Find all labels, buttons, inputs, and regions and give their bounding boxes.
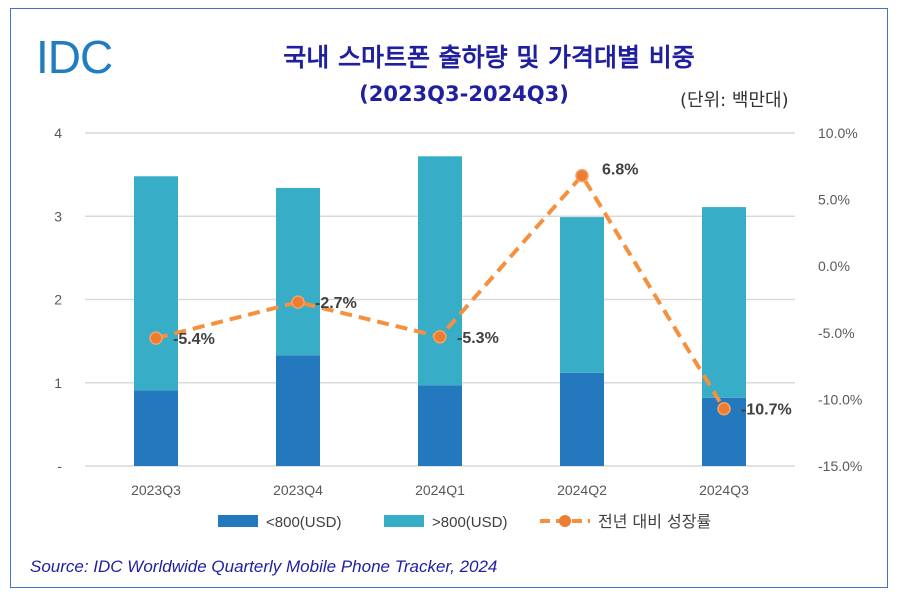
- chart-frame: [10, 8, 888, 588]
- chart-title: 국내 스마트폰 출하량 및 가격대별 비중: [283, 43, 695, 72]
- data-label: -5.3%: [457, 330, 499, 347]
- legend-label: >800(USD): [432, 514, 507, 531]
- data-label: -10.7%: [741, 402, 792, 419]
- right-tick-label: -5.0%: [818, 325, 855, 341]
- right-tick-label: -10.0%: [818, 391, 862, 407]
- data-label: -2.7%: [315, 295, 357, 312]
- chart-subtitle: (2023Q3-2024Q3): [359, 82, 569, 106]
- right-tick-label: 10.0%: [818, 125, 858, 141]
- bar-over-800: [702, 207, 746, 398]
- legend-label: 전년 대비 성장률: [598, 512, 711, 531]
- legend-swatch-over-800: [384, 515, 424, 527]
- bar-under-800: [418, 385, 462, 466]
- bar-over-800: [134, 176, 178, 391]
- category-label: 2024Q2: [557, 482, 607, 498]
- right-tick-label: -15.0%: [818, 458, 862, 474]
- category-label: 2023Q4: [273, 482, 323, 498]
- bar-under-800: [560, 372, 604, 466]
- category-label: 2024Q3: [699, 482, 749, 498]
- left-tick-label: 1: [54, 375, 62, 391]
- legend-swatch-under-800: [218, 515, 258, 527]
- unit-label: (단위: 백만대): [680, 90, 789, 111]
- bar-over-800: [560, 217, 604, 373]
- legend-marker-growth: [559, 515, 571, 527]
- source-note: Source: IDC Worldwide Quarterly Mobile P…: [30, 557, 498, 576]
- left-tick-label: 4: [54, 125, 62, 141]
- right-tick-label: 0.0%: [818, 258, 850, 274]
- left-tick-label: -: [57, 458, 62, 474]
- data-label: -5.4%: [173, 331, 215, 348]
- growth-marker: [149, 331, 163, 345]
- left-tick-label: 3: [54, 208, 62, 224]
- growth-marker: [717, 401, 731, 416]
- idc-logo: IDC: [36, 31, 113, 83]
- left-tick-label: 2: [54, 292, 62, 308]
- growth-marker: [575, 168, 589, 183]
- growth-marker: [291, 295, 305, 309]
- right-tick-label: 5.0%: [818, 192, 850, 208]
- bar-over-800: [418, 156, 462, 386]
- bar-over-800: [276, 187, 320, 356]
- data-label: 6.8%: [602, 162, 638, 179]
- legend-label: <800(USD): [266, 514, 341, 531]
- category-label: 2024Q1: [415, 482, 465, 498]
- bar-under-800: [134, 390, 178, 466]
- bar-under-800: [276, 355, 320, 466]
- category-label: 2023Q3: [131, 482, 181, 498]
- growth-marker: [433, 330, 447, 344]
